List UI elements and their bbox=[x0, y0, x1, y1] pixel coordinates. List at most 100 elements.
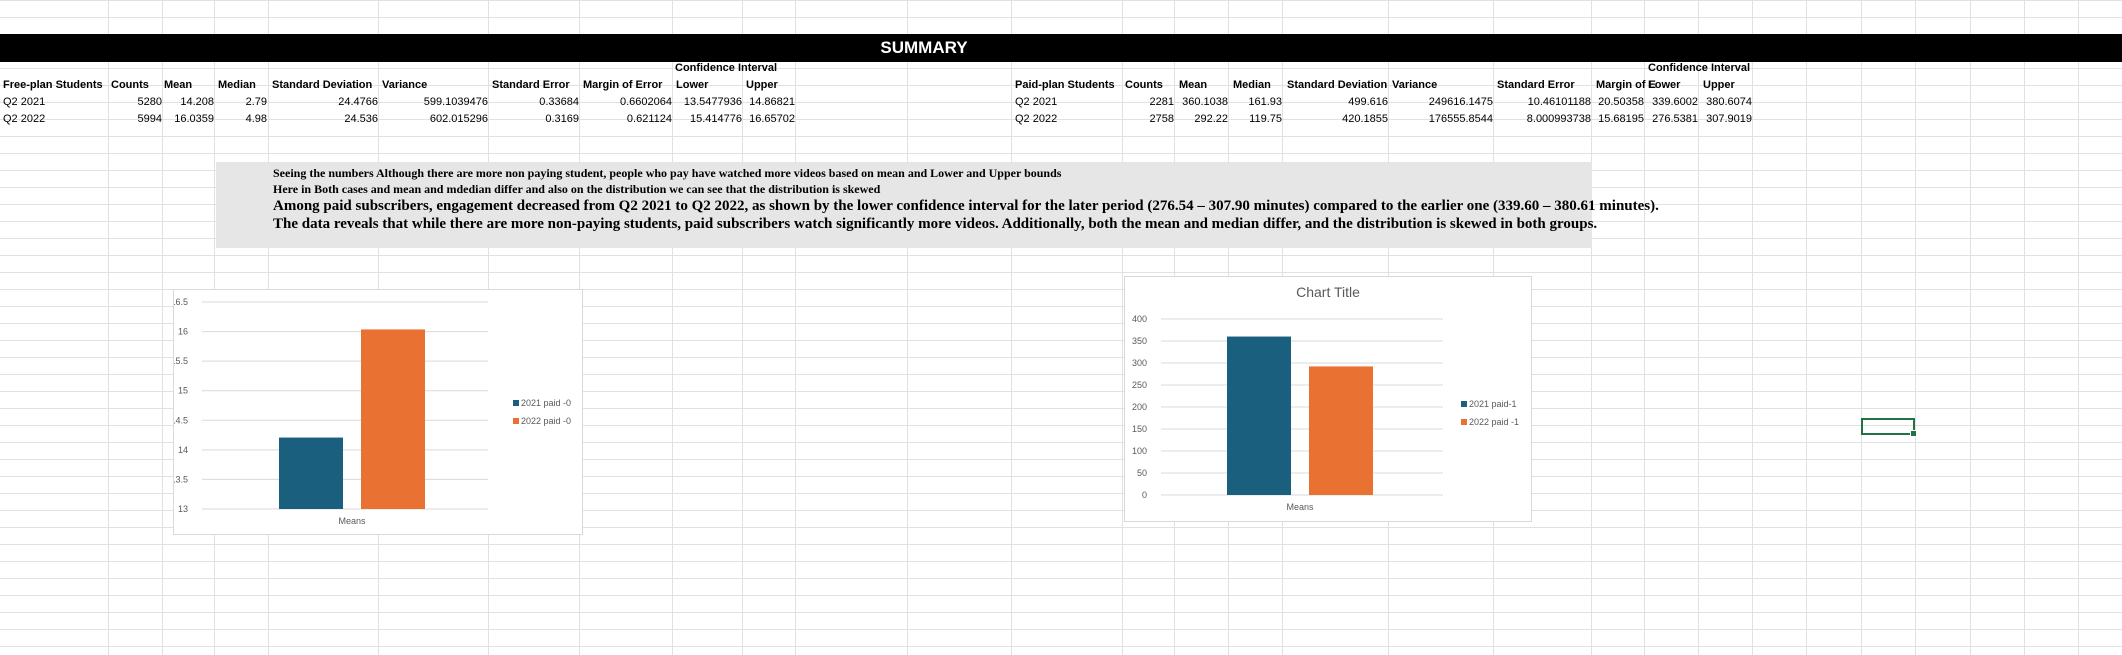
y-tick-label: 13.5 bbox=[174, 474, 188, 484]
paid-header-variance: Variance bbox=[1392, 79, 1438, 91]
grid-row-line bbox=[0, 646, 2122, 647]
table-cell: 2281 bbox=[1149, 96, 1174, 108]
paid-header-median: Median bbox=[1233, 79, 1271, 91]
x-category-label: Means bbox=[338, 516, 366, 526]
table-cell: 16.0359 bbox=[174, 113, 214, 125]
free-header-lower: Lower bbox=[676, 79, 709, 91]
grid-row-line bbox=[0, 255, 2122, 256]
table-cell: 602.015296 bbox=[429, 113, 488, 125]
paid-header-se: Standard Error bbox=[1497, 79, 1575, 91]
grid-row-line bbox=[0, 578, 2122, 579]
y-tick-label: 15 bbox=[178, 386, 188, 396]
legend-label: 2021 paid -0 bbox=[521, 398, 571, 408]
grid-column-line bbox=[1915, 0, 1916, 655]
note-line-3: Among paid subscribers, engagement decre… bbox=[273, 198, 1659, 214]
table-cell: Q2 2022 bbox=[3, 113, 46, 125]
paid-plan-means-chart[interactable]: 0 50 100 150 200 250 300 350 400 Means 2021 paid-1… bbox=[1124, 276, 1532, 522]
legend-swatch bbox=[513, 418, 519, 424]
paid-header-counts: Counts bbox=[1125, 79, 1163, 91]
grid-column-line bbox=[907, 0, 908, 655]
paid-header-mean: Mean bbox=[1179, 79, 1208, 91]
y-tick-label: 13 bbox=[178, 504, 188, 514]
y-tick-label: 400 bbox=[1132, 314, 1147, 324]
table-cell: 0.3169 bbox=[545, 113, 579, 125]
paid-header-moe: Margin of E bbox=[1596, 79, 1656, 91]
grid-column-line bbox=[2078, 0, 2079, 655]
grid-row-line bbox=[0, 17, 2122, 18]
grid-row-line bbox=[0, 153, 2122, 154]
notes-textbox[interactable]: Seeing the numbers Although there are mo… bbox=[216, 162, 1659, 248]
table-cell: 15.414776 bbox=[690, 113, 742, 125]
table-cell: 13.5477936 bbox=[683, 96, 742, 108]
grid-row-line bbox=[0, 0, 2122, 1]
grid-column-line bbox=[2024, 0, 2025, 655]
bar bbox=[1227, 336, 1291, 495]
table-cell: 307.9019 bbox=[1706, 113, 1752, 125]
table-cell: 339.6002 bbox=[1652, 96, 1698, 108]
table-cell: 161.93 bbox=[1248, 96, 1282, 108]
grid-row-line bbox=[0, 544, 2122, 545]
free-header-counts: Counts bbox=[111, 79, 149, 91]
grid-row-line bbox=[0, 629, 2122, 630]
y-tick-label: 300 bbox=[1132, 358, 1147, 368]
x-category-label: Means bbox=[1286, 502, 1314, 512]
legend-label: 2021 paid-1 bbox=[1469, 399, 1517, 409]
note-line-2: Here in Both cases and mean and mdedian … bbox=[273, 182, 881, 196]
free-header-moe: Margin of Error bbox=[583, 79, 663, 91]
grid-row-line bbox=[0, 68, 2122, 69]
y-tick-label: 14.5 bbox=[174, 415, 188, 425]
grid-column-line bbox=[1861, 0, 1862, 655]
free-header-se: Standard Error bbox=[492, 79, 570, 91]
grid-column-line bbox=[1752, 0, 1753, 655]
summary-banner: SUMMARY bbox=[0, 34, 2122, 62]
table-cell: 14.86821 bbox=[749, 96, 795, 108]
chart-canvas: 13 13.5 14 14.5 15 15.5 16 16.5 Means 2021 paid -… bbox=[174, 297, 571, 526]
table-cell: 599.1039476 bbox=[423, 96, 488, 108]
grid-column-line bbox=[1970, 0, 1971, 655]
table-cell: 276.5381 bbox=[1652, 113, 1698, 125]
grid-column-line bbox=[1011, 0, 1012, 655]
chart-canvas: 0 50 100 150 200 250 300 350 400 Means 2021 paid-1… bbox=[1132, 284, 1519, 512]
grid-row-line bbox=[0, 612, 2122, 613]
y-tick-label: 50 bbox=[1137, 468, 1147, 478]
grid-row-line bbox=[0, 136, 2122, 137]
paid-header-lower: Lower bbox=[1648, 79, 1681, 91]
table-cell: 14.208 bbox=[180, 96, 214, 108]
table-cell: 176555.8544 bbox=[1428, 113, 1493, 125]
grid-row-line bbox=[0, 272, 2122, 273]
table-cell: Q2 2021 bbox=[3, 96, 46, 108]
fill-handle[interactable] bbox=[1910, 430, 1917, 437]
y-tick-label: 350 bbox=[1132, 336, 1147, 346]
free-header-upper: Upper bbox=[746, 79, 778, 91]
note-line-1: Seeing the numbers Although there are mo… bbox=[273, 166, 1062, 180]
table-cell: 420.1855 bbox=[1342, 113, 1388, 125]
selected-cell[interactable] bbox=[1861, 418, 1917, 437]
grid-column-line bbox=[1806, 0, 1807, 655]
table-cell: 16.65702 bbox=[749, 113, 795, 125]
y-tick-label: 0 bbox=[1142, 490, 1147, 500]
grid-column-line bbox=[795, 0, 796, 655]
paid-header-sd: Standard Deviation bbox=[1287, 79, 1388, 91]
table-cell: 24.536 bbox=[344, 113, 378, 125]
y-tick-label: 16.5 bbox=[174, 297, 188, 307]
y-tick-label: 16 bbox=[178, 327, 188, 337]
free-ci-header: Confidence Interval bbox=[675, 62, 778, 74]
bar bbox=[279, 437, 343, 509]
y-tick-label: 150 bbox=[1132, 424, 1147, 434]
grid-row-line bbox=[0, 595, 2122, 596]
table-cell: 10.46101188 bbox=[1527, 96, 1591, 108]
table-cell: 8.000993738 bbox=[1526, 113, 1591, 125]
y-tick-label: 250 bbox=[1132, 380, 1147, 390]
table-cell: 0.33684 bbox=[539, 96, 579, 108]
table-cell: Q2 2022 bbox=[1015, 113, 1058, 125]
paid-header-label: Paid-plan Students bbox=[1015, 79, 1115, 91]
legend-swatch bbox=[1461, 401, 1467, 407]
table-cell: 24.4766 bbox=[338, 96, 378, 108]
bar bbox=[1309, 366, 1373, 495]
table-cell: 380.6074 bbox=[1706, 96, 1752, 108]
table-cell: 499.616 bbox=[1348, 96, 1388, 108]
y-tick-label: 15.5 bbox=[174, 356, 188, 366]
table-cell: 20.50358 bbox=[1598, 96, 1644, 108]
free-plan-means-chart[interactable]: 13 13.5 14 14.5 15 15.5 16 16.5 Means 2021 paid -… bbox=[173, 289, 583, 535]
free-header-variance: Variance bbox=[382, 79, 428, 91]
